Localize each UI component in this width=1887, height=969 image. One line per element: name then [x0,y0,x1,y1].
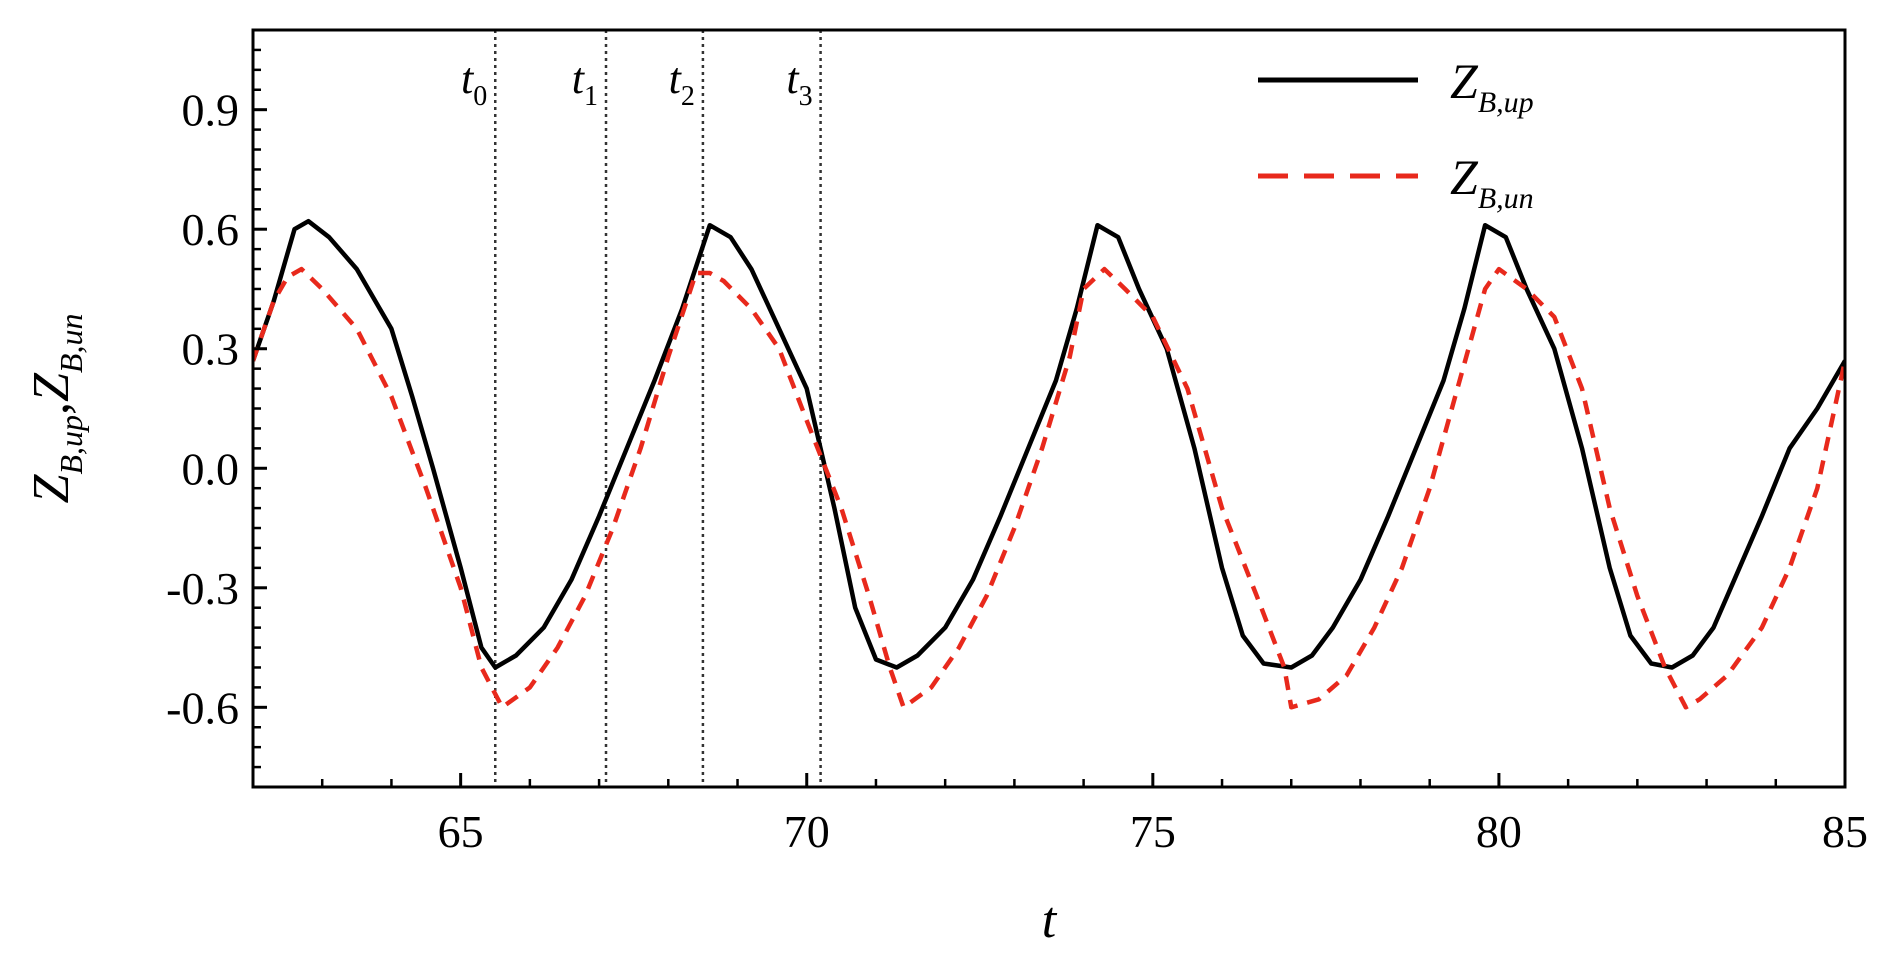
ticks-layer: 65 70 75 80 85 -0.6 -0.3 0.0 0.3 0.6 0.9 [166,48,1868,857]
y-tick-label: -0.6 [166,682,239,733]
y-tick-label: -0.3 [166,563,239,614]
x-tick-label: 85 [1822,806,1868,857]
legend: ZB,up ZB,un [1258,53,1534,215]
x-tick-label: 65 [438,806,484,857]
marker-label-t3: t3 [786,54,812,112]
series-line-B-un [253,266,1845,710]
x-axis-title: t [1042,892,1058,949]
legend-label: ZB,up [1450,53,1534,119]
x-tick-label: 75 [1130,806,1176,857]
y-tick-label: 0.6 [182,204,240,255]
marker-label-t2: t2 [669,54,695,112]
x-tick-label: 80 [1476,806,1522,857]
y-tick-label: 0.9 [182,85,240,136]
series-line-B-up [253,218,1845,670]
series-layer [253,218,1845,710]
y-tick-label: 0.0 [182,443,240,494]
y-tick-label: 0.3 [182,324,240,375]
legend-label: ZB,un [1450,149,1534,215]
marker-label-t1: t1 [572,54,598,112]
x-tick-label: 70 [784,806,830,857]
marker-label-t0: t0 [461,54,487,112]
plot-frame [251,28,1847,789]
y-axis-title-text: ZB,up,ZB,un [23,314,89,504]
y-axis-title: ZB,up,ZB,un [23,314,89,504]
